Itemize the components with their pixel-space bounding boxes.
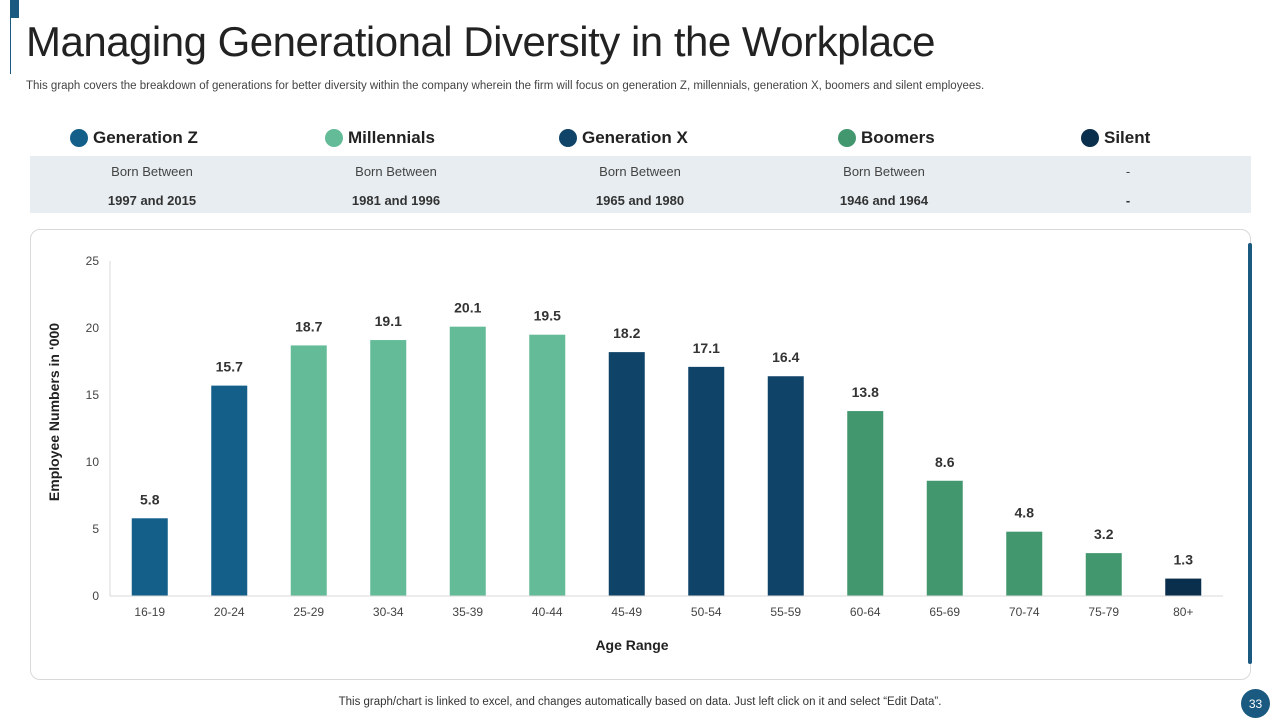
legend-dot-boomers (838, 129, 856, 147)
birth-years-generation-z: Born Between 1997 and 2015 (30, 156, 274, 213)
x-tick-label-50-54: 50-54 (691, 605, 722, 619)
data-label-65-69: 8.6 (935, 454, 955, 470)
bar-45-49[interactable] (608, 352, 645, 596)
legend-item-generation-z: Generation Z (70, 124, 198, 152)
data-label-50-54: 17.1 (693, 340, 720, 356)
x-tick-label-30-34: 30-34 (373, 605, 404, 619)
y-tick-label: 10 (86, 455, 100, 469)
legend-label: Millennials (348, 128, 435, 147)
x-tick-label-20-24: 20-24 (214, 605, 245, 619)
y-axis: 0 5 10 15 20 25 (86, 254, 111, 603)
data-label-20-24: 15.7 (216, 359, 243, 375)
birth-years-panel: Born Between 1997 and 2015 Born Between … (30, 156, 1251, 213)
birth-years-millennials: Born Between 1981 and 1996 (274, 156, 518, 213)
y-tick-label: 5 (92, 522, 99, 536)
birth-years-range: 1965 and 1980 (595, 193, 685, 208)
y-tick-label: 15 (86, 388, 100, 402)
legend-dot-generation-z (70, 129, 88, 147)
legend-item-boomers: Boomers (838, 124, 935, 152)
bar-55-59[interactable] (767, 376, 804, 596)
legend-label: Silent (1104, 128, 1151, 147)
generation-legend: Generation Z Millennials Generation X Bo… (30, 124, 1251, 152)
data-label-45-49: 18.2 (613, 325, 640, 341)
data-label-30-34: 19.1 (375, 313, 402, 329)
x-tick-label-75-79: 75-79 (1088, 605, 1119, 619)
footer-note: This graph/chart is linked to excel, and… (338, 696, 942, 708)
x-tick-label-80+: 80+ (1173, 605, 1193, 619)
y-tick-label: 25 (86, 254, 100, 268)
birth-years-silent: - - (1006, 156, 1250, 213)
chart-scrollbar[interactable] (1248, 243, 1252, 664)
birth-years-range: 1946 and 1964 (839, 193, 929, 208)
x-tick-label-45-49: 45-49 (611, 605, 642, 619)
data-label-40-44: 19.5 (534, 308, 561, 324)
bar-60-64[interactable] (847, 411, 884, 596)
x-tick-label-70-74: 70-74 (1009, 605, 1040, 619)
x-axis-title: Age Range (595, 637, 668, 653)
data-label-80+: 1.3 (1174, 552, 1194, 568)
page-title: Managing Generational Diversity in the W… (26, 18, 936, 65)
born-between-label: Born Between (599, 164, 681, 179)
born-between-label: Born Between (843, 164, 925, 179)
data-label-70-74: 4.8 (1015, 505, 1035, 521)
data-label-55-59: 16.4 (772, 349, 799, 365)
bar-50-54[interactable] (688, 366, 725, 596)
x-tick-label-25-29: 25-29 (293, 605, 324, 619)
birth-years-boomers: Born Between 1946 and 1964 (762, 156, 1006, 213)
x-tick-label-35-39: 35-39 (452, 605, 483, 619)
x-tick-label-60-64: 60-64 (850, 605, 881, 619)
bar-30-34[interactable] (370, 340, 407, 596)
bar-40-44[interactable] (529, 334, 566, 596)
y-tick-label: 20 (86, 321, 100, 335)
legend-label: Generation X (582, 128, 688, 147)
birth-years-generation-x: Born Between 1965 and 1980 (518, 156, 762, 213)
bar-80+[interactable] (1165, 578, 1202, 596)
title-accent-block (10, 0, 19, 18)
x-tick-label-40-44: 40-44 (532, 605, 563, 619)
page-number-badge: 33 (1241, 689, 1270, 718)
data-label-25-29: 18.7 (295, 318, 322, 334)
birth-years-range: 1981 and 1996 (351, 193, 441, 208)
legend-item-millennials: Millennials (325, 124, 435, 152)
y-axis-title: Employee Numbers in ‘000 (46, 323, 62, 501)
bar-16-19[interactable] (131, 518, 168, 596)
title-accent-line (10, 18, 11, 74)
data-label-75-79: 3.2 (1094, 526, 1114, 542)
y-tick-label: 0 (92, 589, 99, 603)
data-label-35-39: 20.1 (454, 300, 481, 316)
bar-20-24[interactable] (211, 385, 248, 596)
legend-dot-generation-x (559, 129, 577, 147)
x-tick-label-16-19: 16-19 (134, 605, 165, 619)
born-between-label: Born Between (355, 164, 437, 179)
data-labels: 5.8 15.7 18.7 19.1 20.1 19.5 18.2 17.1 16.4 13.8 8… (140, 300, 1193, 568)
bar-series (131, 326, 1202, 596)
legend-item-generation-x: Generation X (559, 124, 688, 152)
bar-35-39[interactable] (449, 326, 486, 596)
legend-item-silent: Silent (1081, 124, 1150, 152)
x-tick-label-55-59: 55-59 (770, 605, 801, 619)
bar-65-69[interactable] (926, 480, 963, 596)
legend-label: Generation Z (93, 128, 198, 147)
page-subtitle: This graph covers the breakdown of gener… (26, 80, 985, 92)
born-between-label: - (1125, 164, 1131, 179)
birth-years-range: 1997 and 2015 (107, 193, 197, 208)
bar-75-79[interactable] (1085, 553, 1122, 596)
bar-25-29[interactable] (290, 345, 327, 596)
data-label-16-19: 5.8 (140, 491, 160, 507)
x-axis: 16-19 20-24 25-29 30-34 35-39 40-44 45-49 50-54… (110, 595, 1223, 619)
legend-dot-silent (1081, 129, 1099, 147)
legend-label: Boomers (861, 128, 935, 147)
birth-years-range: - (1125, 193, 1131, 208)
born-between-label: Born Between (111, 164, 193, 179)
legend-dot-millennials (325, 129, 343, 147)
data-label-60-64: 13.8 (852, 384, 879, 400)
x-tick-label-65-69: 65-69 (929, 605, 960, 619)
bar-70-74[interactable] (1006, 531, 1043, 596)
